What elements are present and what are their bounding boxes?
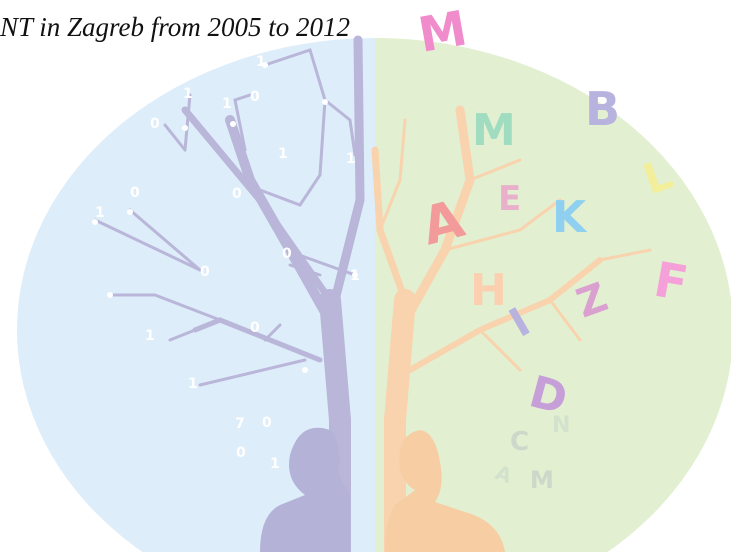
binary-digit: 0: [130, 185, 140, 201]
binary-digit: 0: [250, 89, 260, 105]
binary-digit: 1: [222, 96, 232, 112]
binary-digit: 0: [282, 246, 292, 262]
binary-digit: 1: [183, 86, 193, 102]
binary-digit: 1: [350, 268, 360, 284]
binary-digit: 7: [235, 416, 245, 432]
binary-digit: 1: [188, 376, 198, 392]
binary-digit: 0: [250, 320, 260, 336]
binary-digit: 1: [278, 146, 288, 162]
binary-digit: 1: [256, 54, 266, 70]
decorative-letter: E: [498, 179, 521, 219]
binary-digit: 1: [346, 151, 356, 167]
decorative-letter: M: [414, 0, 471, 63]
decorative-letter: H: [470, 265, 507, 316]
binary-digit: 0: [236, 445, 246, 461]
decorative-letter: K: [552, 192, 588, 243]
binary-digit: 1: [145, 328, 155, 344]
background-oval: [0, 0, 731, 552]
caption: NT in Zagreb from 2005 to 2012: [0, 12, 350, 42]
binary-digit: 0: [200, 264, 210, 280]
binary-digit: 0: [232, 186, 242, 202]
decorative-letter: M: [530, 466, 554, 494]
binary-digit: 0: [262, 415, 272, 431]
illustration: NT in Zagreb from 2005 to 2012 MMBLAEKFH…: [0, 0, 731, 552]
binary-digit: 1: [270, 456, 280, 472]
decorative-letter: M: [472, 105, 516, 156]
decorative-letter: N: [552, 413, 570, 438]
binary-digit: 0: [150, 116, 160, 132]
decorative-letter: C: [510, 427, 529, 457]
binary-digit: 1: [95, 205, 105, 221]
decorative-letter: B: [585, 82, 620, 136]
